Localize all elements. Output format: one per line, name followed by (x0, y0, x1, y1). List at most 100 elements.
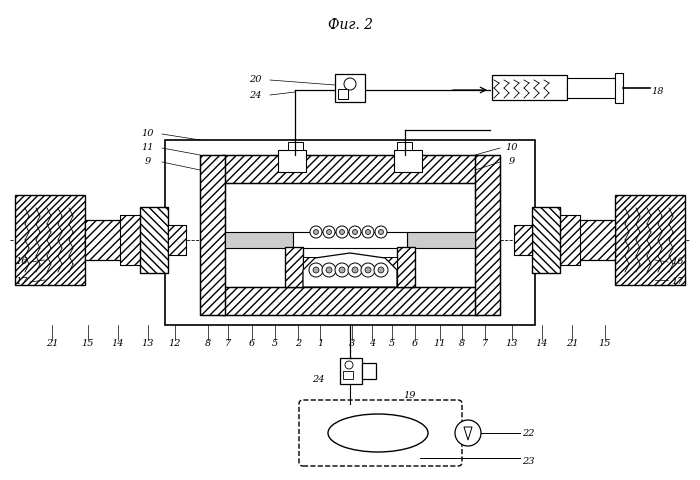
Text: 13: 13 (141, 339, 154, 348)
Bar (383, 257, 397, 275)
Bar (168, 225, 186, 255)
Bar (225, 232, 293, 248)
Circle shape (375, 226, 387, 238)
Text: 10: 10 (141, 130, 154, 139)
Bar (165, 140, 535, 325)
Circle shape (353, 229, 358, 235)
Bar (558, 215, 580, 265)
Bar (397, 142, 412, 150)
Bar (85, 220, 125, 260)
Circle shape (379, 229, 384, 235)
Text: 6: 6 (412, 339, 418, 348)
Text: 7: 7 (482, 339, 488, 348)
Bar (407, 232, 475, 248)
Bar (140, 207, 168, 273)
Bar (285, 247, 303, 287)
Text: 24: 24 (248, 91, 261, 99)
Text: 8: 8 (205, 339, 211, 348)
Text: 1: 1 (317, 339, 323, 348)
Bar (222, 287, 478, 315)
Bar (120, 215, 142, 265)
Text: 9: 9 (509, 157, 515, 167)
Bar (475, 155, 500, 315)
Circle shape (314, 229, 318, 235)
Circle shape (455, 420, 481, 446)
Bar (85, 232, 165, 248)
Bar (168, 225, 186, 255)
Circle shape (335, 263, 349, 277)
Bar (120, 215, 142, 265)
Text: 6: 6 (249, 339, 255, 348)
Bar (278, 150, 306, 172)
Circle shape (344, 78, 356, 90)
Circle shape (326, 229, 332, 235)
Bar (288, 142, 303, 150)
Text: 9: 9 (145, 157, 151, 167)
Circle shape (348, 263, 362, 277)
Text: 7: 7 (225, 339, 231, 348)
Bar (340, 358, 362, 384)
Text: 3: 3 (349, 339, 355, 348)
Bar (15, 195, 85, 285)
Polygon shape (303, 253, 397, 287)
Bar (222, 287, 478, 315)
Circle shape (345, 361, 353, 369)
Bar (335, 74, 365, 102)
Circle shape (365, 267, 371, 273)
Bar (225, 232, 293, 248)
Text: 23: 23 (522, 457, 534, 467)
Circle shape (378, 267, 384, 273)
Circle shape (322, 263, 336, 277)
Text: 5: 5 (272, 339, 278, 348)
Text: 11: 11 (141, 144, 154, 153)
Bar (200, 155, 225, 315)
Bar (475, 155, 500, 315)
Text: 11: 11 (434, 339, 447, 348)
Circle shape (336, 226, 348, 238)
Circle shape (352, 267, 358, 273)
Circle shape (362, 226, 374, 238)
Bar (222, 155, 478, 183)
Bar (514, 225, 532, 255)
Circle shape (374, 263, 388, 277)
Bar (492, 75, 567, 100)
Text: 8: 8 (459, 339, 465, 348)
Bar (338, 89, 348, 99)
Bar (362, 363, 376, 379)
Bar (293, 232, 407, 248)
Circle shape (309, 263, 323, 277)
Text: 19: 19 (404, 391, 416, 399)
Text: 21: 21 (566, 339, 578, 348)
Text: 17: 17 (672, 277, 685, 287)
Bar (200, 155, 225, 315)
Text: 4: 4 (369, 339, 375, 348)
Bar (615, 195, 685, 285)
Circle shape (339, 267, 345, 273)
Bar (85, 220, 125, 260)
Circle shape (361, 263, 375, 277)
Circle shape (323, 226, 335, 238)
Text: 2: 2 (295, 339, 301, 348)
Bar (615, 195, 685, 285)
Bar (615, 73, 623, 103)
Circle shape (365, 229, 370, 235)
Text: 24: 24 (312, 375, 324, 384)
Circle shape (349, 226, 361, 238)
Text: 5: 5 (389, 339, 395, 348)
Text: 14: 14 (536, 339, 548, 348)
Circle shape (340, 229, 344, 235)
Bar (558, 215, 580, 265)
Text: 18: 18 (652, 87, 664, 96)
Bar (343, 371, 353, 379)
Polygon shape (464, 427, 472, 440)
Text: 15: 15 (82, 339, 94, 348)
Circle shape (326, 267, 332, 273)
Text: 15: 15 (598, 339, 611, 348)
Text: Фиг. 2: Фиг. 2 (328, 18, 372, 32)
Text: 13: 13 (505, 339, 518, 348)
Bar (394, 150, 422, 172)
Text: 21: 21 (46, 339, 58, 348)
Bar (85, 232, 165, 248)
Text: 16: 16 (15, 257, 28, 266)
Bar (535, 232, 615, 248)
